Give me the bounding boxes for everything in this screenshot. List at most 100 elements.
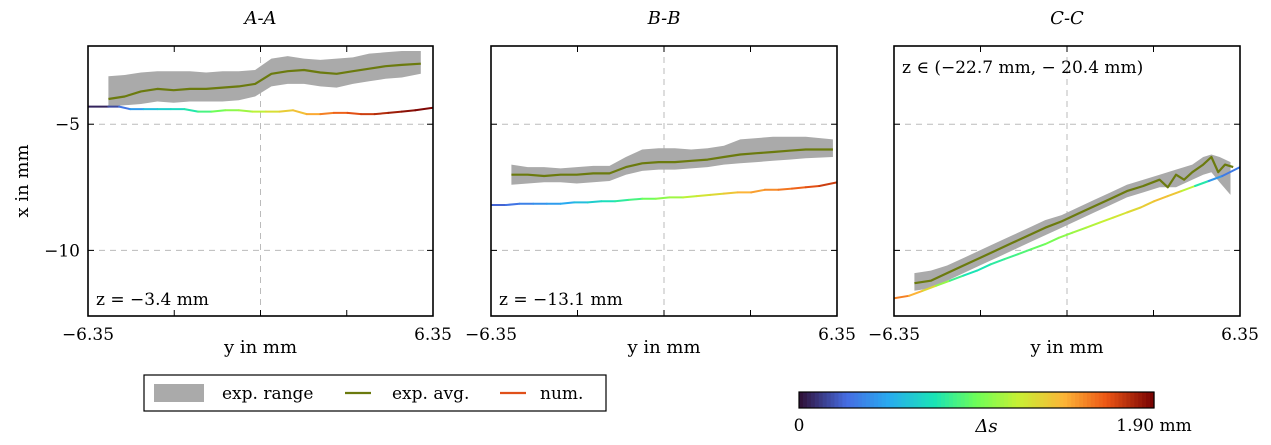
num-segment [1003, 253, 1019, 261]
panel-b-b: −6.35 6.35 B-B y in mm z = −13.1 mm [465, 8, 856, 358]
colorbar-segment [1004, 392, 1009, 408]
colorbar-segment [1110, 392, 1116, 408]
colorbar-segment [925, 392, 930, 408]
y-axis-label: x in mm [12, 144, 33, 217]
x-axis-label: y in mm [626, 337, 700, 358]
colorbar-segment [1012, 392, 1017, 408]
num-segment [654, 196, 671, 200]
panel-annotation: z ∈ (−22.7 mm, − 20.4 mm) [902, 58, 1143, 78]
panel-title: A-A [242, 8, 276, 29]
num-segment [1221, 166, 1240, 177]
colorbar-segment [1126, 392, 1131, 408]
num-segment [118, 105, 132, 111]
colorbar-segment [1075, 392, 1080, 408]
colorbar-segment [1134, 392, 1139, 408]
colorbar-segment [1015, 392, 1021, 408]
colorbar-segment [814, 392, 820, 408]
num-segment [1139, 200, 1156, 209]
colorbar-segment [810, 392, 816, 408]
x-axis-label: y in mm [223, 337, 297, 358]
colorbar-segment [1114, 392, 1120, 408]
panel-annotation: z = −13.1 mm [499, 290, 623, 310]
colorbar-segment [799, 392, 804, 408]
panel-c-c: −6.35 6.35 C-C y in mm z ∈ (−22.7 mm, − 20.4… [868, 8, 1259, 358]
colorbar-segment [1071, 392, 1076, 408]
panel-annotation: z = −3.4 mm [96, 290, 209, 310]
colorbar-segment [842, 392, 847, 408]
colorbar-segment [1039, 392, 1045, 408]
num-segment [373, 111, 390, 116]
colorbar-segment [850, 392, 855, 408]
num-segment [750, 188, 766, 194]
series-num [88, 105, 433, 116]
y-tick-label: −5 [55, 115, 80, 135]
colorbar-segment [806, 392, 812, 408]
num-segment [989, 258, 1006, 266]
colorbar-segment [913, 392, 918, 408]
num-segment [791, 186, 807, 190]
colorbar-segment [984, 392, 989, 408]
legend-box [143, 374, 607, 412]
series-exp-avg [511, 148, 833, 178]
num-segment [1153, 195, 1169, 203]
colorbar-frame [798, 391, 1155, 409]
colorbar-segment [826, 392, 832, 408]
series-exp-avg [108, 62, 421, 101]
colorbar-segment [960, 392, 966, 408]
colorbar-segment [1008, 392, 1013, 408]
series-num [491, 181, 837, 206]
colorbar-max-label: 1.90 mm [1116, 416, 1192, 436]
colorbar-segment [1150, 392, 1155, 408]
colorbar-segment [870, 392, 875, 408]
num-segment [1071, 226, 1088, 234]
colorbar-segment [897, 392, 903, 408]
plot-area [491, 136, 837, 206]
colorbar-segment [866, 392, 871, 408]
num-segment [387, 110, 403, 114]
num-segment [346, 111, 362, 116]
colorbar-segment [964, 392, 970, 408]
colorbar-segment [1043, 392, 1049, 408]
num-segment [935, 279, 951, 287]
num-segment [505, 202, 521, 206]
legend-label: exp. range [222, 384, 314, 404]
colorbar-segment [980, 392, 985, 408]
x-tick-label: 6.35 [414, 325, 452, 345]
colorbar-segment [972, 392, 978, 408]
colorbar-segment [1086, 392, 1092, 408]
num-segment [278, 109, 295, 113]
num-segment [1180, 185, 1196, 193]
colorbar-segment [901, 392, 907, 408]
num-segment [695, 193, 712, 198]
colorbar-min-label: 0 [794, 416, 805, 436]
colorbar-segment [818, 392, 824, 408]
colorbar-segment [952, 392, 958, 408]
series-exp-range [914, 154, 1231, 291]
colorbar-segment [921, 392, 926, 408]
colorbar-segment [968, 392, 974, 408]
colorbar-segment [996, 392, 1001, 408]
colorbar-segment [862, 392, 867, 408]
colorbar-segment [1130, 392, 1135, 408]
colorbar-segment [933, 392, 938, 408]
colorbar-segment [1027, 392, 1033, 408]
colorbar-segment [1063, 392, 1068, 408]
colorbar-segment [1090, 392, 1096, 408]
series-exp-range [511, 136, 833, 185]
colorbar-segment [1051, 392, 1056, 408]
colorbar-segment [929, 392, 934, 408]
num-segment [627, 197, 644, 201]
colorbar-segment [1118, 392, 1124, 408]
colorbar-segment [1138, 392, 1143, 408]
num-segment [319, 111, 335, 116]
num-segment [414, 106, 433, 112]
num-segment [1194, 180, 1210, 187]
colorbar-segment [873, 392, 879, 408]
num-segment [1030, 243, 1047, 251]
panel-title: C-C [1050, 8, 1084, 29]
colorbar: 0 1.90 mm Δs [794, 391, 1192, 437]
colorbar-segment [937, 392, 942, 408]
colorbar-segment [1146, 392, 1151, 408]
colorbar-segment [885, 392, 891, 408]
colorbar-segment [1000, 392, 1005, 408]
